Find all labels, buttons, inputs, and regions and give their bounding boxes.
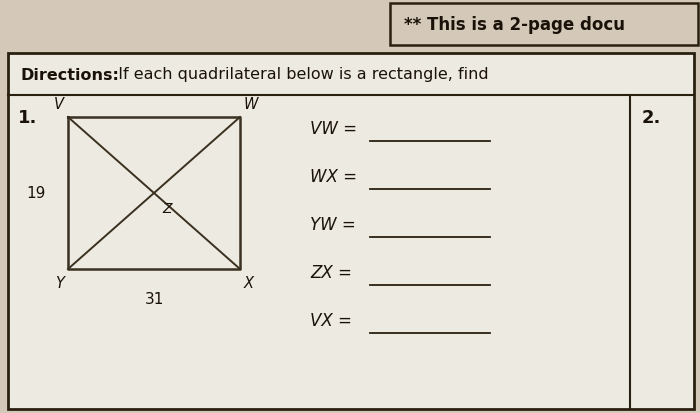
Text: V: V xyxy=(54,97,64,112)
Text: Directions:: Directions: xyxy=(20,67,119,82)
Text: 1.: 1. xyxy=(18,109,37,127)
Text: VW =: VW = xyxy=(310,120,357,138)
Text: WX =: WX = xyxy=(310,168,357,185)
Text: If each quadrilateral below is a rectangle, find: If each quadrilateral below is a rectang… xyxy=(108,67,489,82)
Text: W: W xyxy=(244,97,258,112)
Text: Y: Y xyxy=(55,275,64,290)
Text: ** This is a 2-page docu: ** This is a 2-page docu xyxy=(404,16,625,34)
Text: YW =: YW = xyxy=(310,216,356,233)
Text: Z: Z xyxy=(162,202,172,216)
Text: 2.: 2. xyxy=(642,109,661,127)
Text: 19: 19 xyxy=(27,186,46,201)
Text: 31: 31 xyxy=(144,291,164,306)
Text: X: X xyxy=(244,275,254,290)
Bar xyxy=(390,4,698,46)
Bar xyxy=(8,54,694,409)
Text: VX =: VX = xyxy=(310,311,352,329)
Text: ZX =: ZX = xyxy=(310,263,352,281)
